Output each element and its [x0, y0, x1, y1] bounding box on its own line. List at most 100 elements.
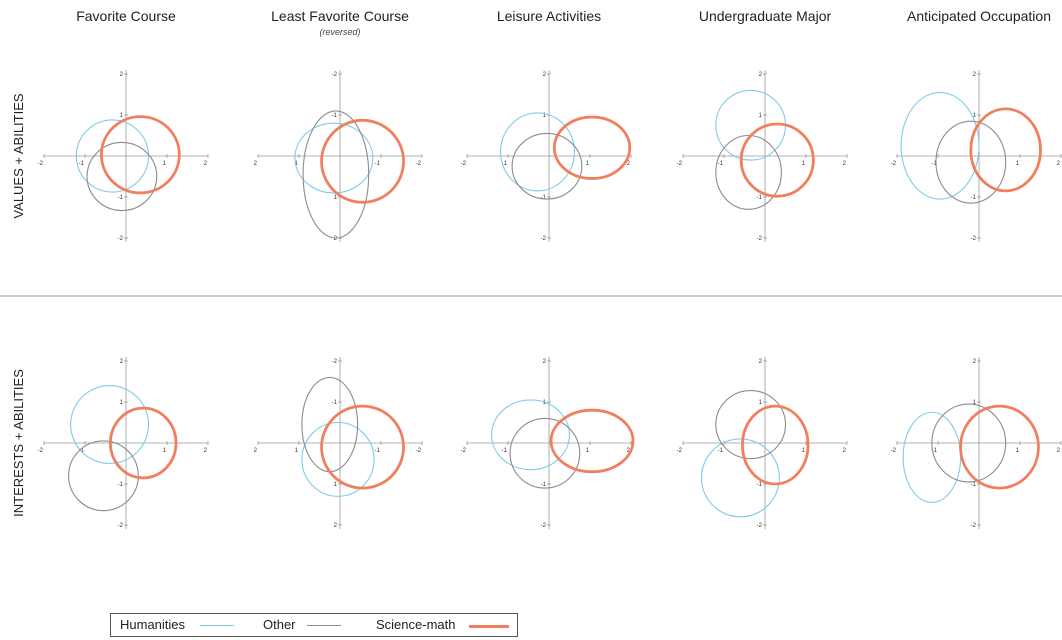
- ellipse-science-math: [739, 122, 815, 198]
- panel-r1-c2: 2 1 -1 -2 -2 -1 1 2: [254, 70, 423, 242]
- column-titles: Favorite Course Least Favorite Course (rev…: [76, 8, 1051, 37]
- x-tick-label: 2: [843, 448, 847, 454]
- ellipse-science-math: [109, 406, 178, 480]
- x-tick-label: -1: [502, 448, 508, 454]
- x-tick-label: -2: [891, 448, 897, 454]
- x-tick-label: -1: [502, 161, 508, 167]
- x-tick-label: -2: [416, 448, 422, 454]
- legend-swatch-humanities: [200, 625, 234, 626]
- y-tick-label: 1: [973, 400, 977, 406]
- x-tick-label: -1: [932, 448, 938, 454]
- x-tick-label: 2: [204, 448, 208, 454]
- x-tick-label: 1: [802, 448, 806, 454]
- x-tick-label: 1: [1016, 448, 1020, 454]
- ellipse-science-math: [320, 118, 405, 204]
- legend-swatch-science-math: [469, 625, 509, 628]
- row-labels: VALUES + ABILITIES INTERESTS + ABILITIES: [11, 93, 26, 517]
- y-tick-label: 1: [759, 113, 763, 119]
- panel-r2-c2: 2 1 -1 -2 -2 -1 1 2: [254, 357, 423, 529]
- x-tick-label: 1: [295, 448, 299, 454]
- y-tick-label: 1: [120, 113, 124, 119]
- y-tick-label: 1: [120, 400, 124, 406]
- x-tick-label: -1: [375, 448, 381, 454]
- ellipse-other: [935, 120, 1007, 204]
- x-tick-label: -1: [932, 161, 938, 167]
- x-tick-label: 1: [295, 161, 299, 167]
- panel-r2-c3: -2 -1 1 2 2 1 -1 -2: [461, 357, 635, 529]
- ellipse-other: [509, 417, 581, 489]
- panel-r2-c1: -2 -1 1 221-1-2: [38, 357, 209, 529]
- y-tick-label: -2: [971, 523, 977, 529]
- x-tick-label: 1: [163, 448, 167, 454]
- x-tick-label: -2: [891, 161, 897, 167]
- y-tick-label: 2: [120, 72, 124, 78]
- y-tick-label: -2: [541, 236, 547, 242]
- ellipse-science-math: [100, 115, 181, 195]
- ellipse-humanities: [75, 119, 150, 193]
- ellipse-science-math: [549, 408, 635, 474]
- ellipse-humanities: [500, 112, 575, 192]
- ellipse-other: [715, 134, 782, 210]
- y-tick-label: 2: [759, 359, 763, 365]
- x-tick-label: -2: [416, 161, 422, 167]
- y-tick-label: -2: [332, 359, 338, 365]
- y-tick-label: 1: [334, 482, 338, 488]
- ellipse-science-math: [959, 404, 1040, 490]
- y-tick-label: -1: [757, 195, 763, 201]
- ellipse-science-math: [741, 404, 810, 486]
- panel-r1-c4: -2 -1 1 2 2 1 -1 -2: [677, 70, 848, 242]
- y-tick-label: -1: [541, 482, 547, 488]
- panel-r1-c1: -2 -1 1 2 2 1 -1 -2: [38, 70, 209, 242]
- x-tick-label: -2: [461, 161, 467, 167]
- ellipse-other: [68, 440, 139, 512]
- x-tick-label: 2: [627, 161, 631, 167]
- ellipse-other: [302, 110, 370, 239]
- panel-r1-c3: -2 -1 1 2 2 1 -1 -2: [461, 70, 632, 242]
- ellipse-humanities: [294, 122, 374, 194]
- ellipse-science-math: [320, 404, 405, 490]
- x-tick-label: -1: [718, 448, 724, 454]
- panel-r2-c4: -2 -1 1 2 2 1 -1 -2: [677, 357, 848, 529]
- legend: Humanities Other Science-math: [110, 613, 518, 637]
- x-tick-label: 1: [586, 448, 590, 454]
- ellipse-science-math: [969, 107, 1042, 193]
- y-tick-label: -1: [971, 195, 977, 201]
- panels: -2 -1 1 2 2 1 -1 -2 -2 -1 1 2 2 1 -1 -2 2 1 -1 -2 -2 -1 1 2 2 1 -1…: [38, 70, 1062, 529]
- y-tick-label: 2: [759, 72, 763, 78]
- x-tick-label: -2: [677, 448, 683, 454]
- row-label-2: INTERESTS + ABILITIES: [11, 369, 26, 517]
- y-tick-label: 2: [973, 359, 977, 365]
- x-tick-label: 2: [254, 161, 258, 167]
- ellipse-other: [511, 132, 583, 200]
- legend-label-humanities: Humanities: [120, 617, 186, 632]
- y-tick-label: 1: [973, 113, 977, 119]
- x-tick-label: 1: [802, 161, 806, 167]
- y-tick-label: -1: [971, 482, 977, 488]
- y-tick-label: -1: [332, 400, 338, 406]
- ellipse-humanities: [301, 421, 375, 497]
- y-tick-label: 1: [759, 400, 763, 406]
- ellipse-humanities: [700, 438, 780, 518]
- ellipse-other: [931, 403, 1007, 483]
- y-tick-label: -1: [118, 195, 124, 201]
- y-tick-label: 2: [973, 72, 977, 78]
- panel-r2-c5: -2 -1 1 2 2 1 -1 -2: [891, 357, 1062, 529]
- x-tick-label: 2: [627, 448, 631, 454]
- legend-swatch-other: [307, 625, 341, 626]
- legend-label-other: Other: [263, 617, 296, 632]
- x-tick-label: 2: [1057, 448, 1061, 454]
- column-title-3: Leisure Activities: [497, 8, 601, 24]
- y-tick-label: -1: [541, 195, 547, 201]
- legend-label-science-math: Science-math: [376, 617, 456, 632]
- panel-r1-c5: -2 -1 1 2 2 1 -1 -2: [891, 70, 1062, 242]
- y-tick-label: 1: [543, 400, 547, 406]
- y-tick-label: -1: [757, 482, 763, 488]
- y-tick-label: 2: [543, 72, 547, 78]
- x-tick-label: 1: [586, 161, 590, 167]
- x-tick-label: 2: [1057, 161, 1061, 167]
- column-title-5: Anticipated Occupation: [907, 8, 1051, 24]
- ellipse-science-math: [552, 115, 632, 180]
- x-tick-label: -2: [38, 448, 44, 454]
- y-tick-label: -1: [332, 113, 338, 119]
